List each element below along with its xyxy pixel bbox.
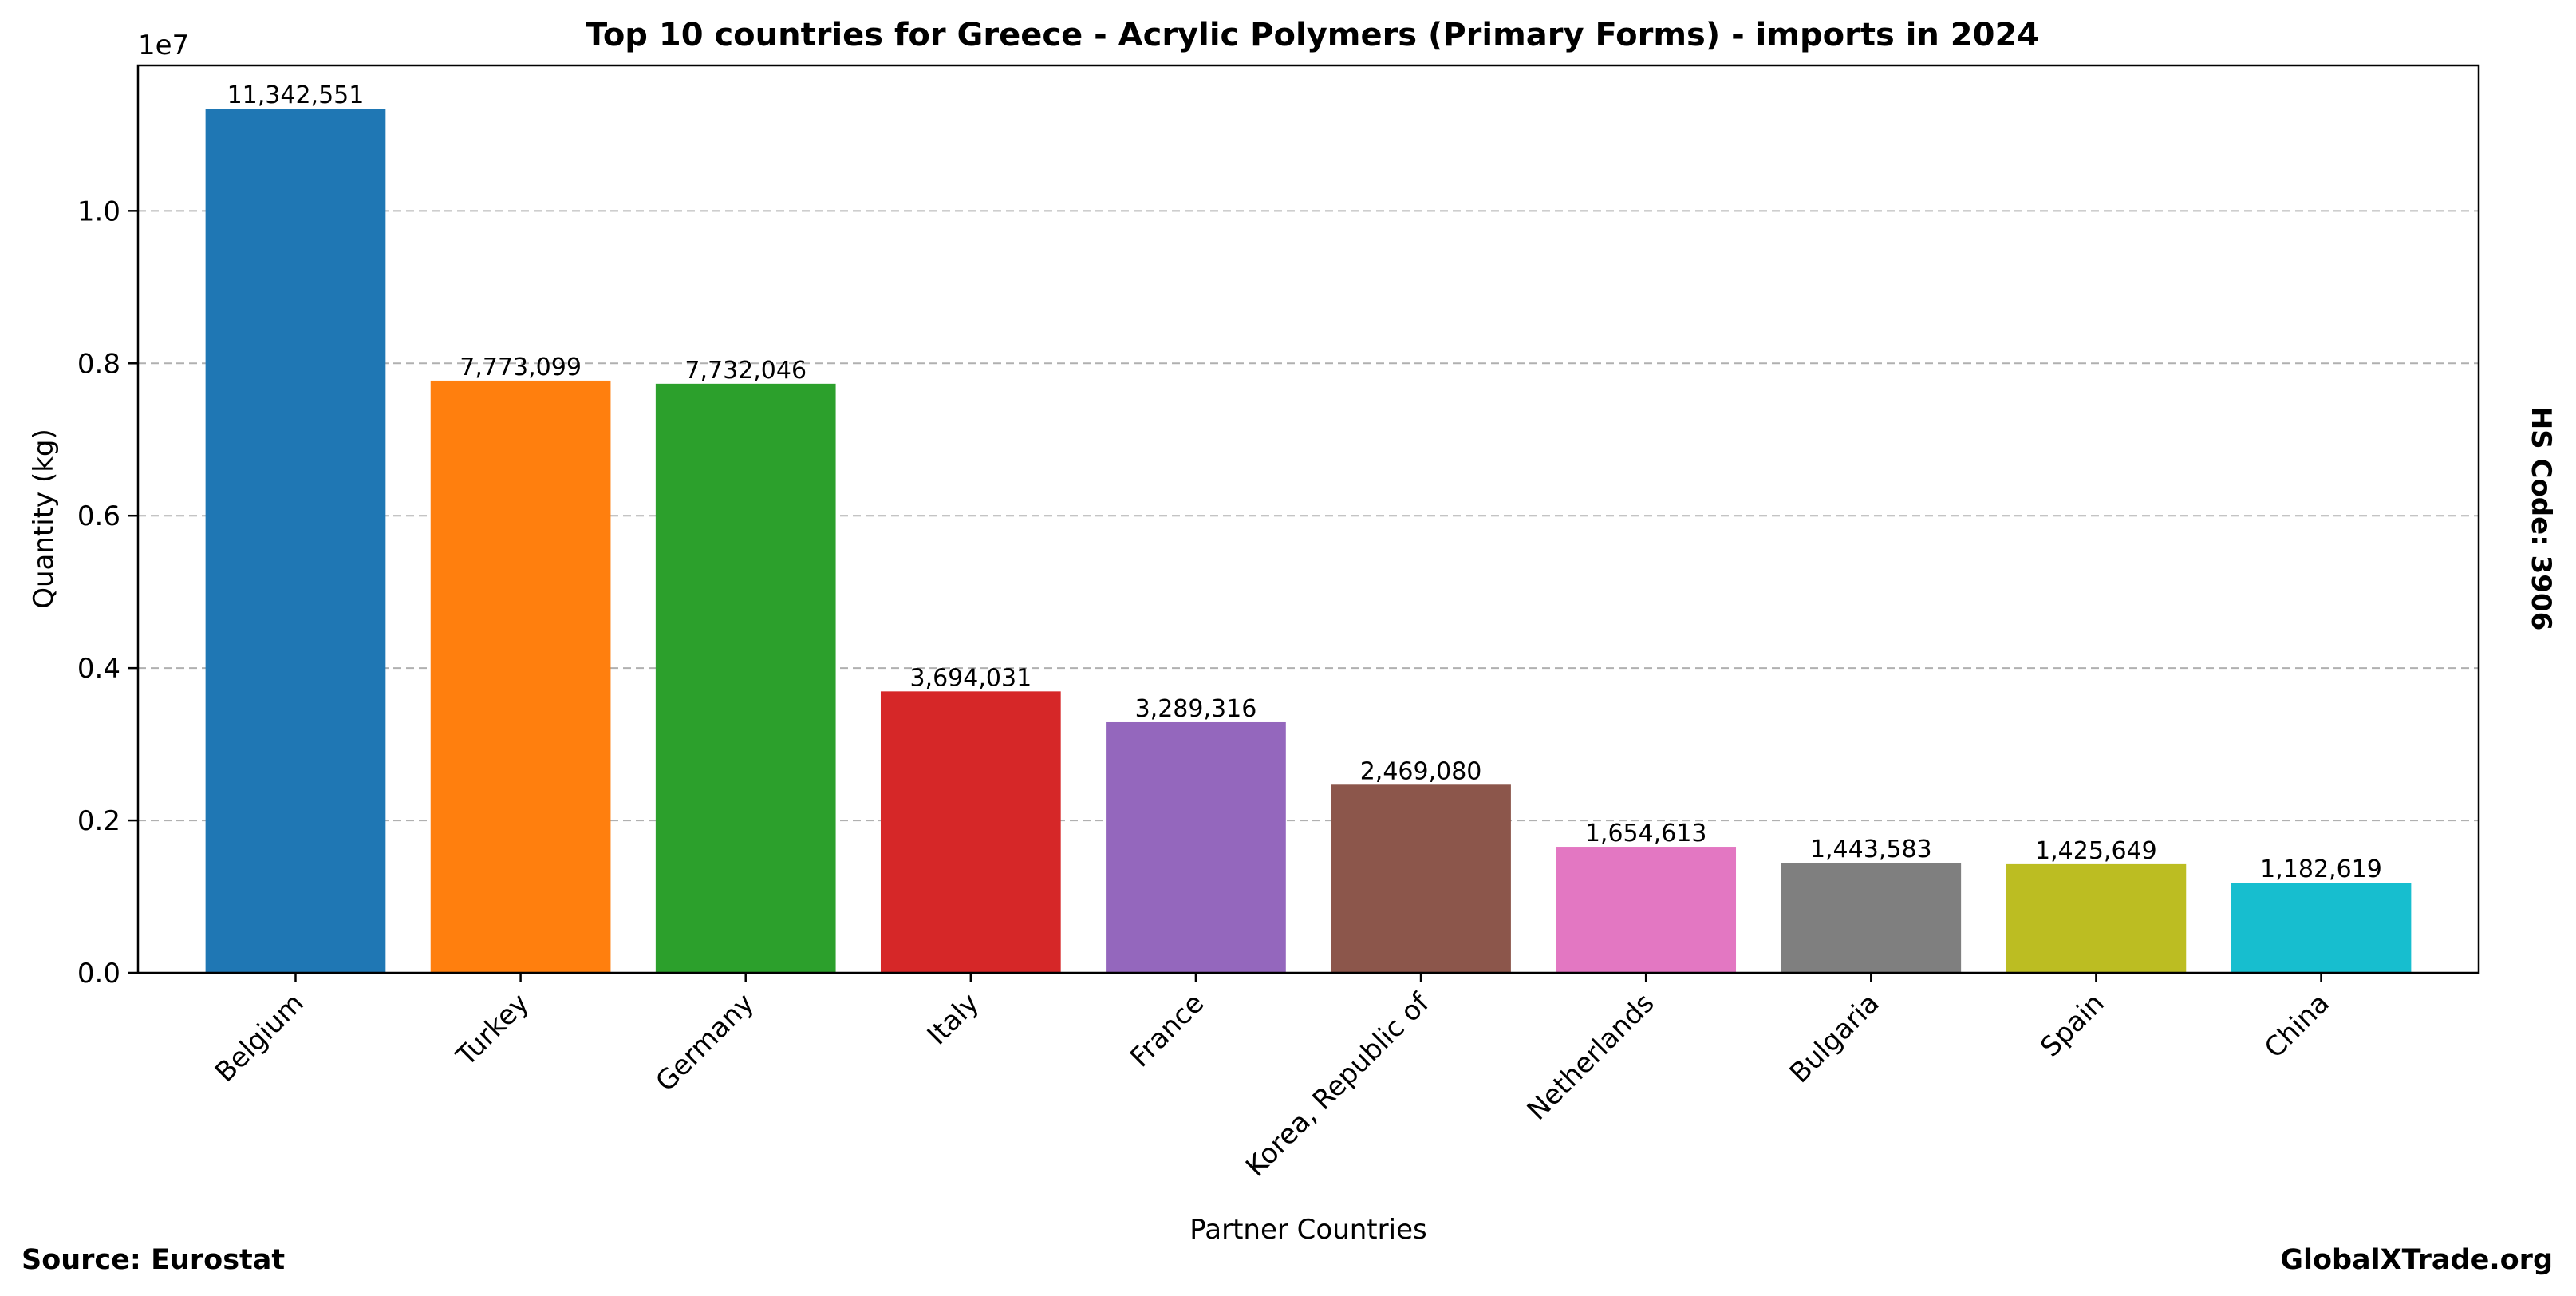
bar-value-labels: 11,342,551 7,773,099 7,732,046 3,694,031 3,2…: [227, 81, 2382, 883]
x-tick-label: Italy: [921, 987, 985, 1051]
x-tick-label: Bulgaria: [1784, 987, 1886, 1089]
bars: [205, 109, 2412, 974]
chart-title: Top 10 countries for Greece - Acrylic Po…: [586, 17, 2039, 53]
x-tick-label: France: [1124, 987, 1210, 1073]
plot-frame: [136, 64, 2480, 974]
brand-label: GlobalXTrade.org: [2280, 1244, 2553, 1276]
x-tick-label: China: [2258, 987, 2336, 1065]
bar: [1556, 847, 1737, 973]
y-tick-label: 0.8: [77, 348, 120, 380]
bar-value-label: 7,732,046: [684, 357, 807, 385]
bar-value-label: 1,654,613: [1585, 820, 1707, 848]
bar: [2006, 863, 2187, 973]
x-tick-label: Korea, Republic of: [1240, 986, 1436, 1183]
hs-code-label: HS Code: 3906: [2525, 407, 2557, 631]
x-tick-label: Netherlands: [1521, 987, 1661, 1127]
bar-value-label: 1,443,583: [1810, 836, 1932, 863]
bar-value-label: 2,469,080: [1360, 757, 1482, 785]
y-axis-label: Quantity (kg): [28, 429, 60, 609]
source-label: Source: Eurostat: [22, 1244, 285, 1276]
x-axis-ticks: Belgium Turkey Germany Italy France Korea, Re…: [209, 973, 2336, 1183]
y-axis-ticks: 0.0 0.2 0.4 0.6 0.8 1.0: [77, 196, 138, 990]
y-tick-label: 1.0: [77, 196, 120, 227]
bar: [205, 109, 386, 973]
y-tick-label: 0.4: [77, 653, 120, 685]
bar: [655, 383, 836, 973]
y-scale-label: 1e7: [138, 30, 189, 61]
y-tick-label: 0.0: [77, 958, 120, 990]
bar: [430, 380, 611, 974]
bar: [1331, 784, 1511, 973]
bar-value-label: 3,289,316: [1135, 695, 1257, 723]
y-tick-label: 0.2: [77, 805, 120, 837]
x-tick-label: Turkey: [450, 987, 535, 1073]
bar: [1781, 863, 1962, 973]
bar-value-label: 1,182,619: [2260, 855, 2382, 883]
bar: [1106, 721, 1286, 973]
bar-value-label: 3,694,031: [909, 664, 1032, 692]
bar-value-label: 11,342,551: [227, 81, 365, 109]
x-tick-label: Belgium: [209, 987, 310, 1089]
x-axis-label: Partner Countries: [1189, 1214, 1426, 1246]
bar-value-label: 1,425,649: [2035, 837, 2157, 865]
bar: [2231, 883, 2412, 973]
bar-value-label: 7,773,099: [460, 354, 582, 381]
x-tick-label: Germany: [649, 987, 760, 1098]
bar: [880, 691, 1061, 973]
x-tick-label: Spain: [2034, 987, 2110, 1063]
y-tick-label: 0.6: [77, 500, 120, 532]
